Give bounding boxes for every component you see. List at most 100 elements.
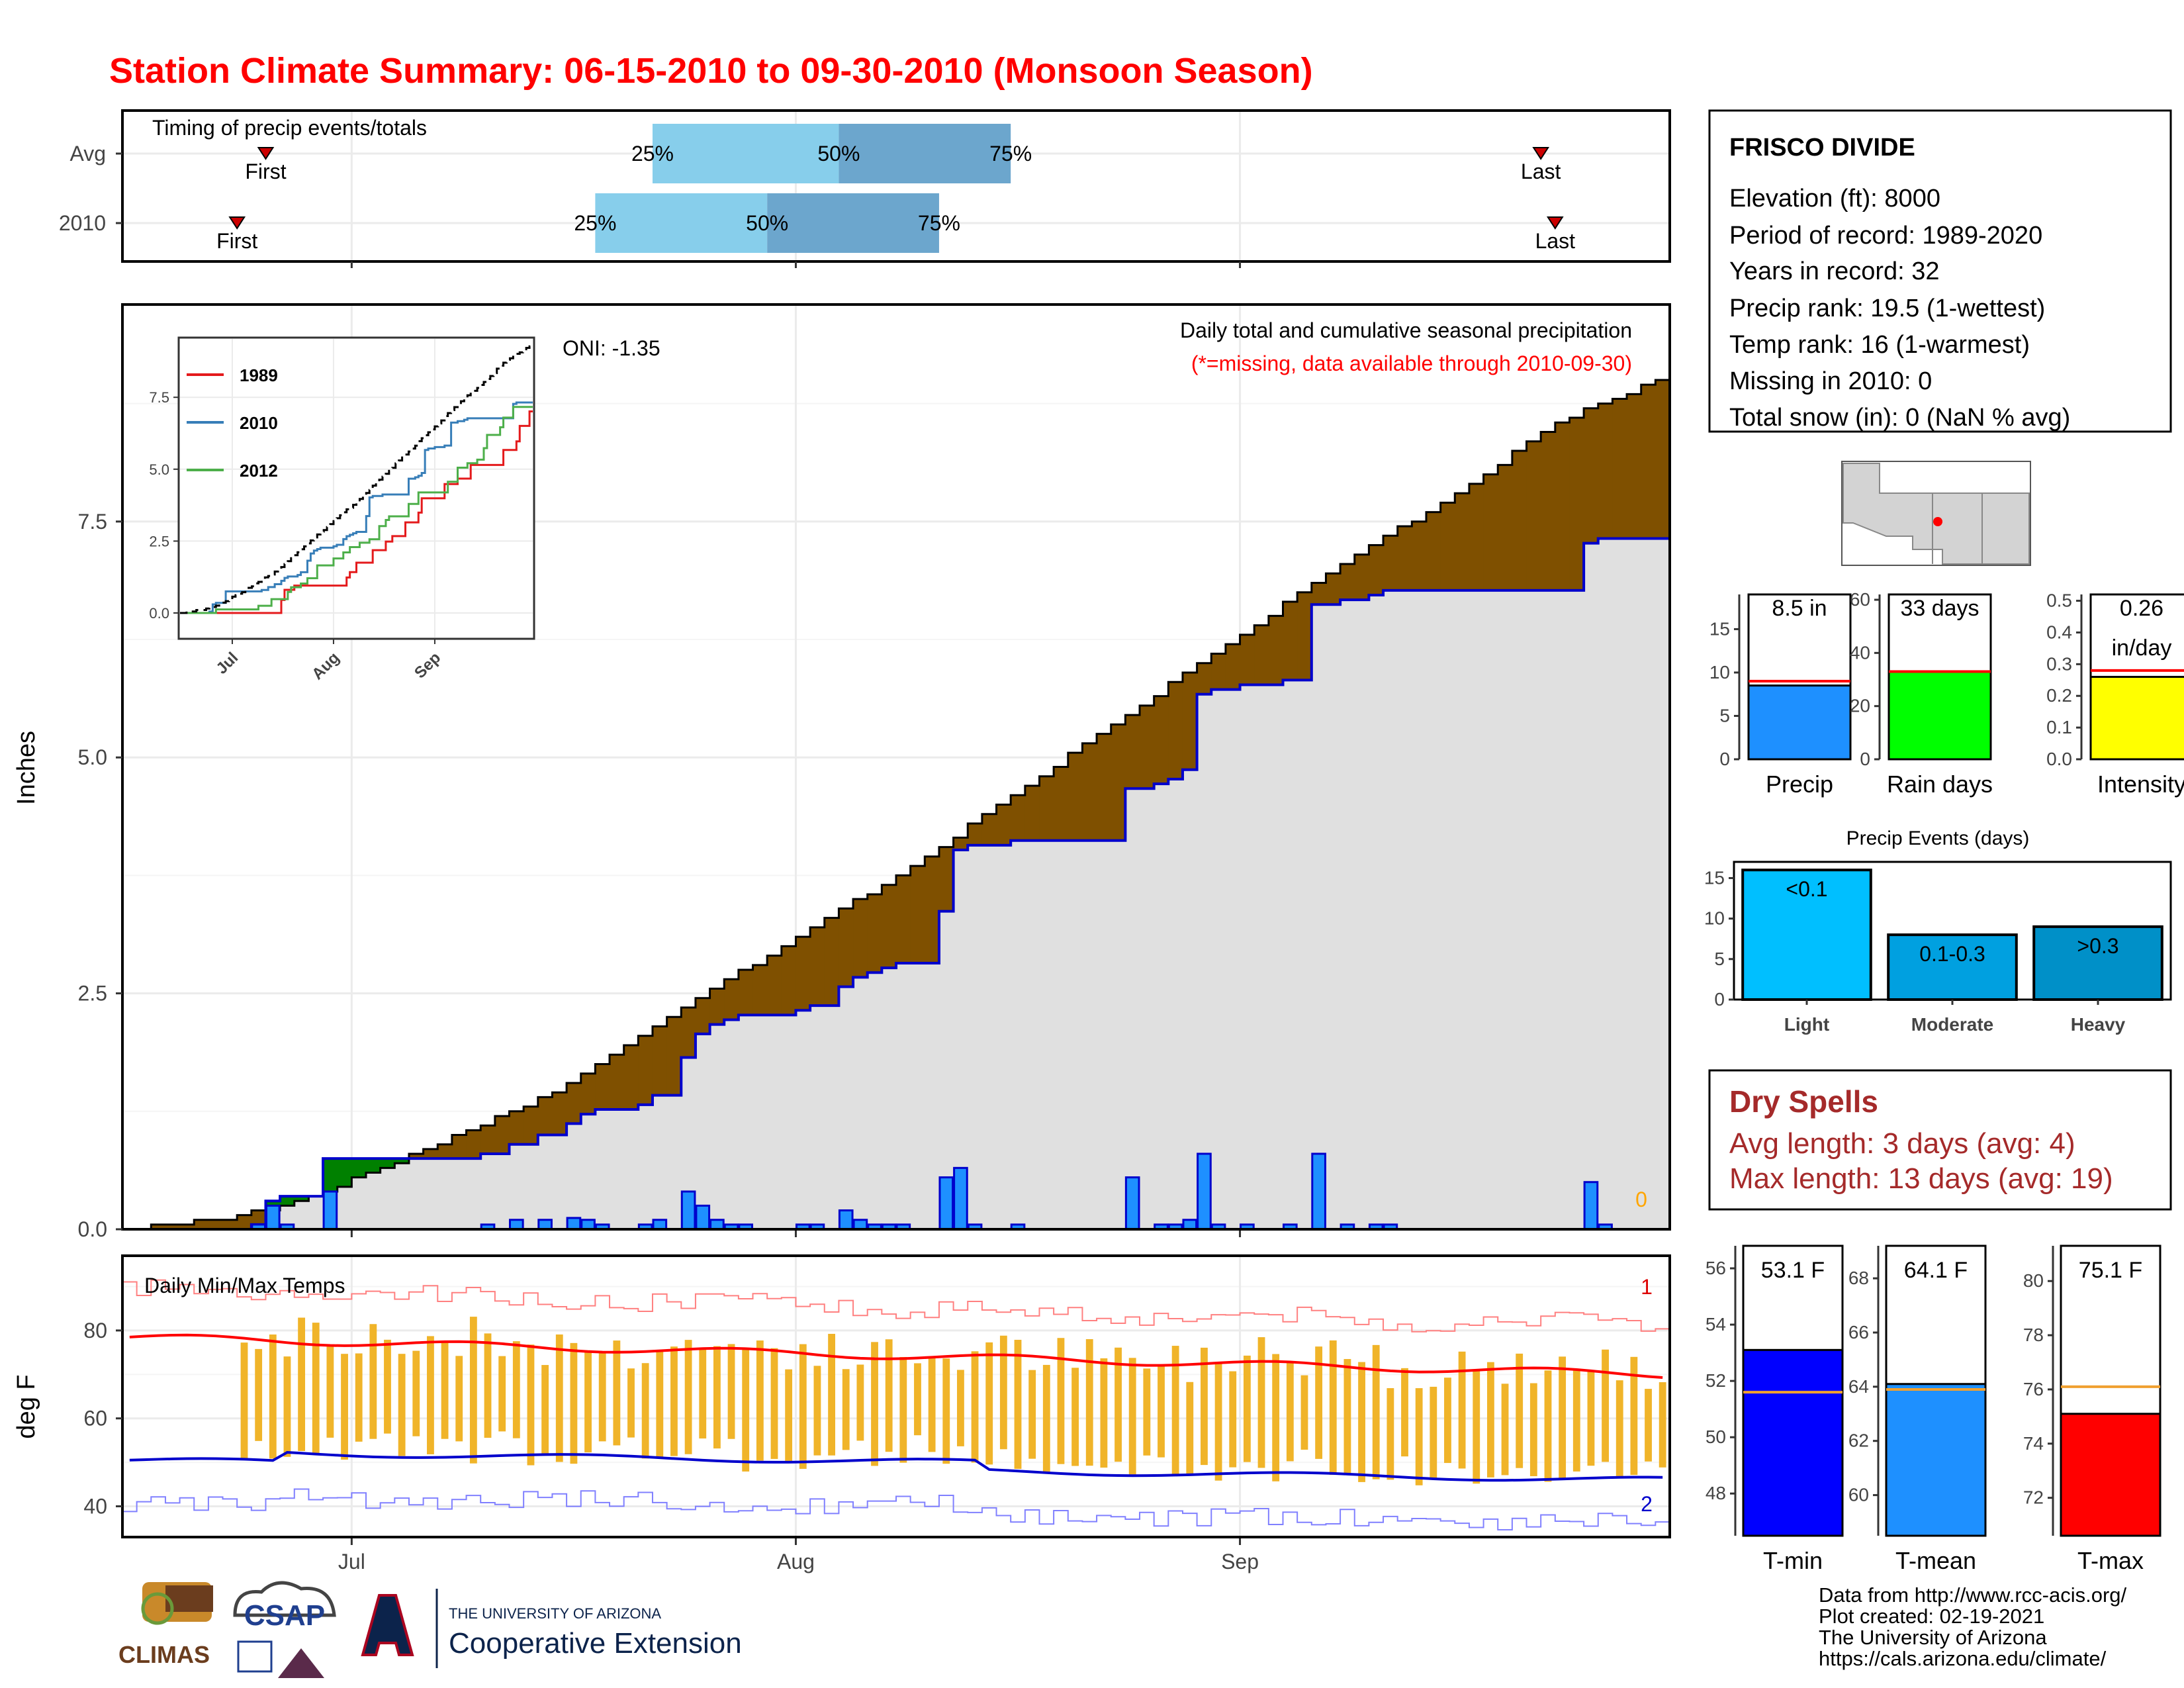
below-avg-fill xyxy=(1641,385,1656,539)
daily-temp-bar xyxy=(856,1364,864,1441)
daily-temp-bar xyxy=(627,1368,635,1438)
temp-x-tick: Sep xyxy=(1221,1550,1259,1573)
daily-temp-bar xyxy=(756,1340,764,1461)
below-avg-fill xyxy=(1397,526,1412,590)
below-avg-fill xyxy=(222,1219,238,1229)
daily-precip-bar xyxy=(1124,1176,1140,1231)
daily-temp-bar xyxy=(885,1339,893,1452)
precip-event-label: Heavy xyxy=(2071,1014,2126,1035)
below-avg-fill xyxy=(1283,602,1298,680)
temp-panel: 40 60 80 Jul Aug Sep Daily Min/Max Temps deg… xyxy=(13,1254,1671,1573)
below-avg-fill xyxy=(208,1219,224,1229)
precip-panel-subtitle: (*=missing, data available through 2010-… xyxy=(1191,352,1632,375)
mini-bar-value-label: 8.5 in xyxy=(1772,596,1827,621)
mini-bar-tick: 0.5 xyxy=(2046,590,2072,611)
ua-small-text: THE UNIVERSITY OF ARIZONA xyxy=(449,1605,661,1622)
temp-bar-chart-t-min: 48 50 52 54 56 53.1 F T-min xyxy=(1706,1244,1844,1574)
below-avg-fill xyxy=(666,1017,682,1096)
below-avg-fill xyxy=(1498,465,1513,590)
precip-event-label: Light xyxy=(1784,1014,1829,1035)
daily-temp-bar xyxy=(1458,1351,1466,1469)
daily-temp-bar xyxy=(1401,1368,1408,1457)
temp-y-tick: 40 xyxy=(83,1495,107,1519)
missing-count: 0 xyxy=(1635,1188,1647,1211)
daily-temp-bar xyxy=(1115,1347,1122,1462)
precip-events-tick: 0 xyxy=(1714,989,1725,1009)
daily-temp-bar xyxy=(427,1336,434,1454)
below-avg-fill xyxy=(1612,399,1627,539)
daily-temp-bar xyxy=(799,1344,807,1469)
temp-panel-frame xyxy=(121,1254,1671,1538)
daily-temp-bar xyxy=(770,1348,778,1459)
last-event-marker xyxy=(1546,216,1564,230)
below-avg-fill xyxy=(179,1224,195,1229)
below-avg-fill xyxy=(1068,753,1083,841)
inset-legend-2012: 2012 xyxy=(240,461,278,481)
precip-event-bar xyxy=(1741,868,1872,1002)
station-info-box: FRISCO DIVIDE Elevation (ft): 8000 Perio… xyxy=(1708,109,2172,433)
below-avg-fill xyxy=(1211,653,1226,690)
mini-bar-label: Intensity xyxy=(2097,771,2184,798)
inset-y-tick: 2.5 xyxy=(149,533,169,549)
temp-bar-tick: 78 xyxy=(2023,1325,2044,1345)
daily-precip-bar xyxy=(852,1219,868,1231)
daily-temp-bar xyxy=(1486,1362,1494,1477)
below-avg-fill xyxy=(910,866,925,964)
below-avg-fill xyxy=(1412,521,1427,590)
daily-temp-bar xyxy=(326,1346,334,1438)
daily-temp-bar xyxy=(1243,1355,1251,1462)
below-avg-fill xyxy=(1039,776,1054,841)
precip-panel-frame xyxy=(121,303,1671,1231)
above-avg-fill xyxy=(394,1158,410,1164)
station-line-temp-rank: Temp rank: 16 (1-warmest) xyxy=(1729,331,2030,359)
temp-bar-tick: 48 xyxy=(1706,1483,1726,1503)
daily-precip-bar xyxy=(265,1204,281,1231)
daily-temp-bar xyxy=(570,1342,578,1464)
daily-temp-bar xyxy=(1028,1370,1036,1459)
below-avg-fill xyxy=(968,823,983,845)
temp-bar-tick: 50 xyxy=(1706,1427,1726,1447)
mini-bar-chart-intensity: 0.0 0.1 0.2 0.3 0.4 0.5 0.26 in/day Intensity xyxy=(2046,590,2184,798)
temp-bar-tick: 74 xyxy=(2023,1433,2044,1454)
daily-temp-bar xyxy=(957,1370,964,1446)
inset-legend: 1989 2010 2012 xyxy=(187,365,278,481)
below-avg-fill xyxy=(623,1045,639,1109)
daily-temp-bar xyxy=(441,1341,449,1439)
below-avg-fill xyxy=(1154,696,1169,784)
daily-temp-bar xyxy=(398,1354,406,1456)
below-avg-fill xyxy=(451,1135,467,1159)
daily-temp-bar xyxy=(1143,1368,1151,1456)
precip-panel: 0.0 2.5 5.0 7.5 Inches Daily total and cumu… xyxy=(13,303,1671,1241)
daily-temp-bar xyxy=(1057,1338,1065,1464)
temp-bar-value xyxy=(1885,1383,1987,1537)
daily-precip-bar xyxy=(537,1219,553,1231)
daily-temp-bar xyxy=(828,1333,835,1456)
below-avg-fill xyxy=(437,1144,453,1159)
daily-temp-bar xyxy=(555,1334,563,1462)
daily-temp-bar xyxy=(355,1353,363,1442)
below-avg-fill xyxy=(724,979,739,1020)
daily-temp-bar xyxy=(1300,1375,1308,1450)
below-avg-fill xyxy=(1140,705,1155,789)
temp-bar-label: T-max xyxy=(2077,1547,2144,1574)
timing-bar-50-75 xyxy=(839,124,1011,183)
daily-temp-bar xyxy=(598,1352,606,1442)
daily-temp-bar xyxy=(813,1366,821,1456)
daily-temp-bar xyxy=(240,1342,248,1460)
below-avg-fill xyxy=(610,1055,625,1109)
footer-line-univ: The University of Arizona xyxy=(1819,1626,2047,1649)
below-avg-fill xyxy=(1326,573,1341,605)
mini-bar-value xyxy=(1888,670,1992,761)
below-avg-fill xyxy=(1111,724,1126,841)
timing-pct-label: 50% xyxy=(817,142,860,165)
timing-bar-25-50 xyxy=(652,124,839,183)
below-avg-fill xyxy=(781,946,796,1015)
temp-corner-bottom: 2 xyxy=(1641,1492,1653,1516)
daily-temp-bar xyxy=(871,1342,878,1466)
daily-precip-bar xyxy=(953,1166,968,1231)
ua-logo: THE UNIVERSITY OF ARIZONA Cooperative Ex… xyxy=(361,1589,742,1668)
temp-y-tick: 80 xyxy=(83,1319,107,1342)
daily-temp-bar xyxy=(1315,1346,1323,1459)
timing-pct-label: 25% xyxy=(631,142,674,165)
